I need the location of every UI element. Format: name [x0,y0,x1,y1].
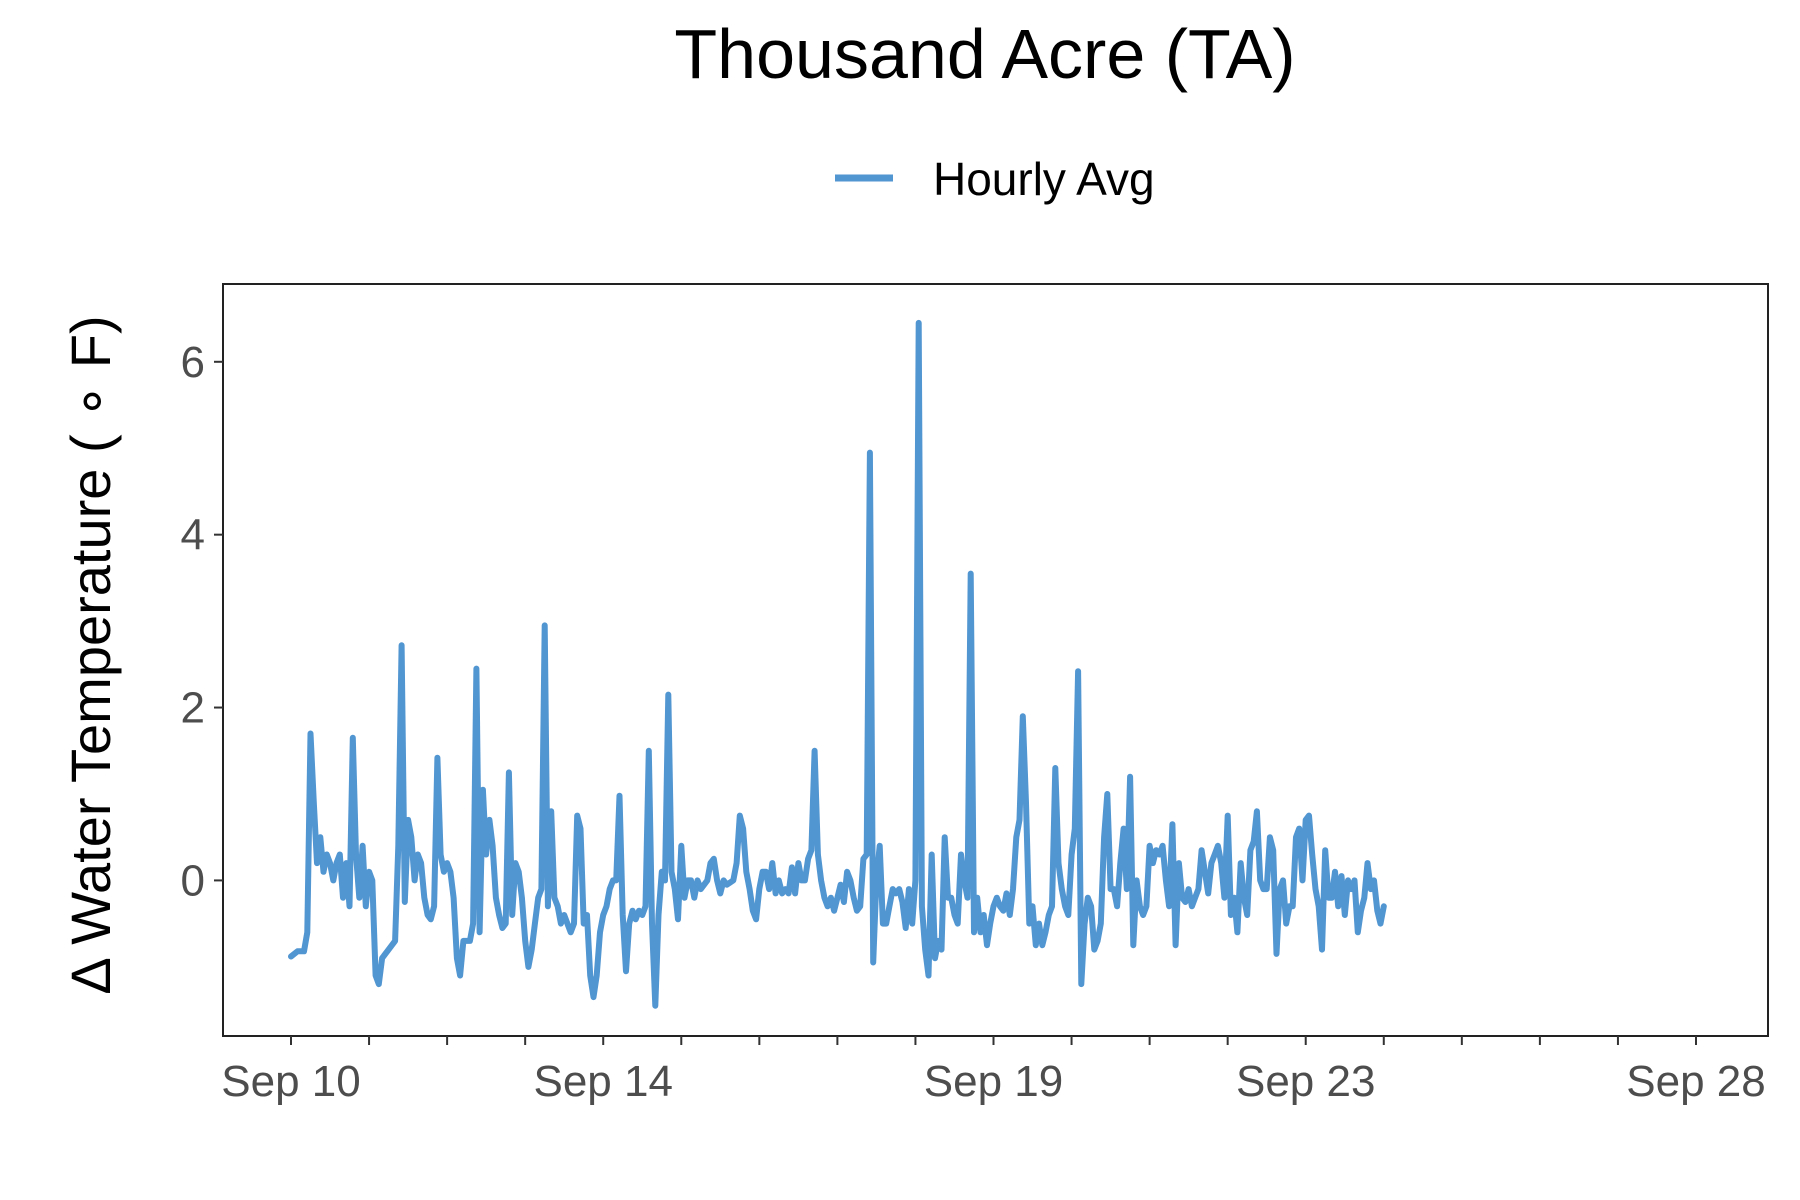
x-tick-label: Sep 10 [221,1057,360,1106]
chart-title: Thousand Acre (TA) [674,15,1295,93]
x-tick-label: Sep 19 [924,1057,1063,1106]
y-tick-label: 4 [181,511,205,560]
legend: Hourly Avg [835,153,1155,205]
plot-area [222,283,1769,1037]
y-axis-ticks: 0 2 4 6 [181,338,223,905]
y-tick-label: 2 [181,684,205,733]
y-tick-label: 0 [181,856,205,905]
series-line-hourly-avg [288,319,1387,1009]
plot-panel-border [222,283,1769,1037]
x-axis-ticks: Sep 10 Sep 14 Sep 19 Sep 23 Sep 28 [221,1036,1766,1106]
y-tick-label: 6 [181,338,205,387]
x-tick-label: Sep 28 [1626,1057,1765,1106]
y-axis-label: Δ Water Temperature ( ∘ F) [59,315,122,994]
legend-label-hourly-avg: Hourly Avg [933,153,1155,205]
x-tick-label: Sep 23 [1236,1057,1375,1106]
x-tick-label: Sep 14 [533,1057,672,1106]
